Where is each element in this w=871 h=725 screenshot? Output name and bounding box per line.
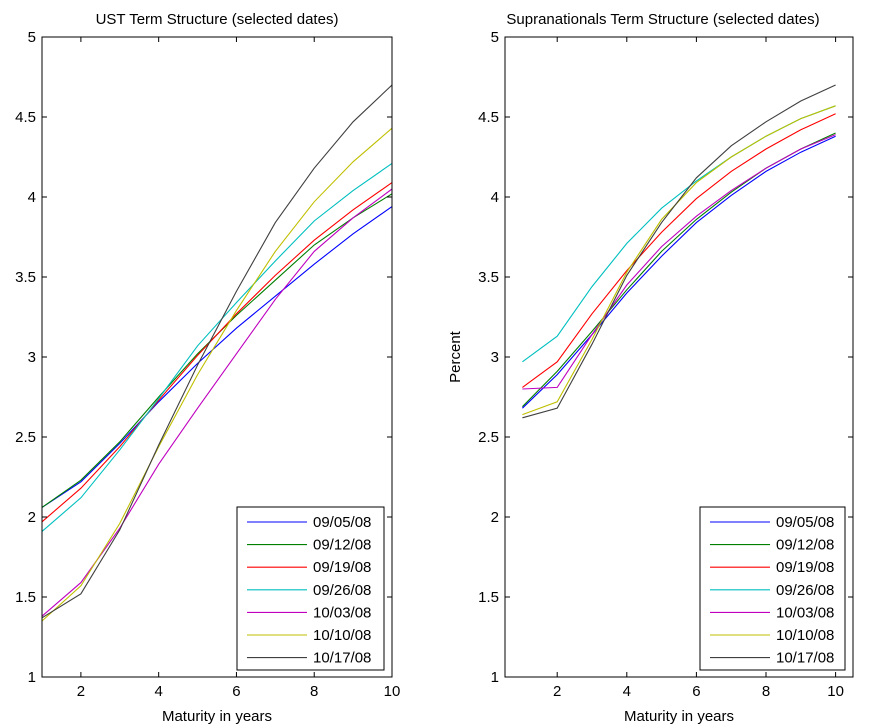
y-tick-label: 3.5 (15, 269, 36, 286)
legend-entry-label: 09/12/08 (776, 537, 834, 554)
legend-entry-label: 09/19/08 (313, 559, 371, 576)
y-tick-label: 2 (28, 509, 36, 526)
x-axis-label: Maturity in years (624, 708, 734, 725)
series-line-09-26-08 (522, 105, 836, 363)
y-tick-label: 5 (28, 29, 36, 46)
series-line-09-26-08 (41, 162, 393, 532)
x-tick-label: 2 (553, 683, 561, 700)
series-line-09-12-08 (522, 132, 836, 407)
legend-box (236, 506, 385, 671)
x-tick-label: 4 (154, 683, 162, 700)
legend-entry-label: 09/26/08 (776, 582, 834, 599)
series-line-09-19-08 (522, 113, 836, 388)
series-line-09-05-08 (41, 206, 393, 508)
x-tick-label: 6 (232, 683, 240, 700)
y-tick-label: 3.5 (478, 269, 499, 286)
legend-box (699, 506, 846, 671)
y-tick-label: 4.5 (478, 109, 499, 126)
legend-entry-label: 10/10/08 (776, 627, 834, 644)
y-tick-label: 4 (491, 189, 499, 206)
series-line-09-05-08 (522, 135, 836, 409)
series-line-10-03-08 (522, 134, 836, 390)
y-tick-label: 1.5 (15, 589, 36, 606)
x-tick-label: 10 (384, 683, 401, 700)
legend-entry-label: 09/26/08 (313, 582, 371, 599)
legend: 09/05/08 09/12/08 09/19/08 09/26/08 10/03/08… (699, 506, 846, 671)
x-tick-label: 8 (310, 683, 318, 700)
legend-entry-label: 10/03/08 (313, 604, 371, 621)
y-tick-label: 4.5 (15, 109, 36, 126)
legend: 09/05/08 09/12/08 09/19/08 09/26/08 10/03/08… (236, 506, 385, 671)
series-line-09-19-08 (41, 182, 393, 523)
y-axis-label: Percent (447, 330, 464, 383)
x-tick-label: 6 (692, 683, 700, 700)
series-line-10-17-08 (41, 84, 393, 619)
supranationals-term-structure-chart: Supranationals Term Structure (selected … (447, 11, 854, 725)
series-line-10-10-08 (41, 127, 393, 622)
series-line-10-17-08 (522, 84, 836, 419)
y-tick-label: 2 (491, 509, 499, 526)
x-tick-label: 8 (762, 683, 770, 700)
y-tick-label: 1 (28, 669, 36, 686)
x-tick-label: 10 (827, 683, 844, 700)
series-line-09-12-08 (41, 193, 393, 508)
chart-title: UST Term Structure (selected dates) (96, 11, 339, 28)
y-tick-label: 5 (491, 29, 499, 46)
y-tick-label: 1.5 (478, 589, 499, 606)
y-tick-label: 3 (28, 349, 36, 366)
y-tick-label: 2.5 (15, 429, 36, 446)
x-axis-label: Maturity in years (162, 708, 272, 725)
legend-entry-label: 10/17/08 (313, 650, 371, 667)
legend-entry-label: 09/12/08 (313, 537, 371, 554)
chart-title: Supranationals Term Structure (selected … (506, 11, 819, 28)
legend-entry-label: 09/05/08 (776, 514, 834, 531)
legend-entry-label: 09/05/08 (313, 514, 371, 531)
y-tick-label: 3 (491, 349, 499, 366)
x-tick-label: 4 (623, 683, 631, 700)
y-tick-label: 2.5 (478, 429, 499, 446)
y-tick-label: 1 (491, 669, 499, 686)
legend-entry-label: 10/03/08 (776, 604, 834, 621)
y-tick-label: 4 (28, 189, 36, 206)
ust-term-structure-chart: UST Term Structure (selected dates) 2 4 6 8… (15, 11, 400, 725)
legend-entry-label: 10/17/08 (776, 650, 834, 667)
legend-entry-label: 10/10/08 (313, 627, 371, 644)
x-tick-label: 2 (77, 683, 85, 700)
legend-entry-label: 09/19/08 (776, 559, 834, 576)
